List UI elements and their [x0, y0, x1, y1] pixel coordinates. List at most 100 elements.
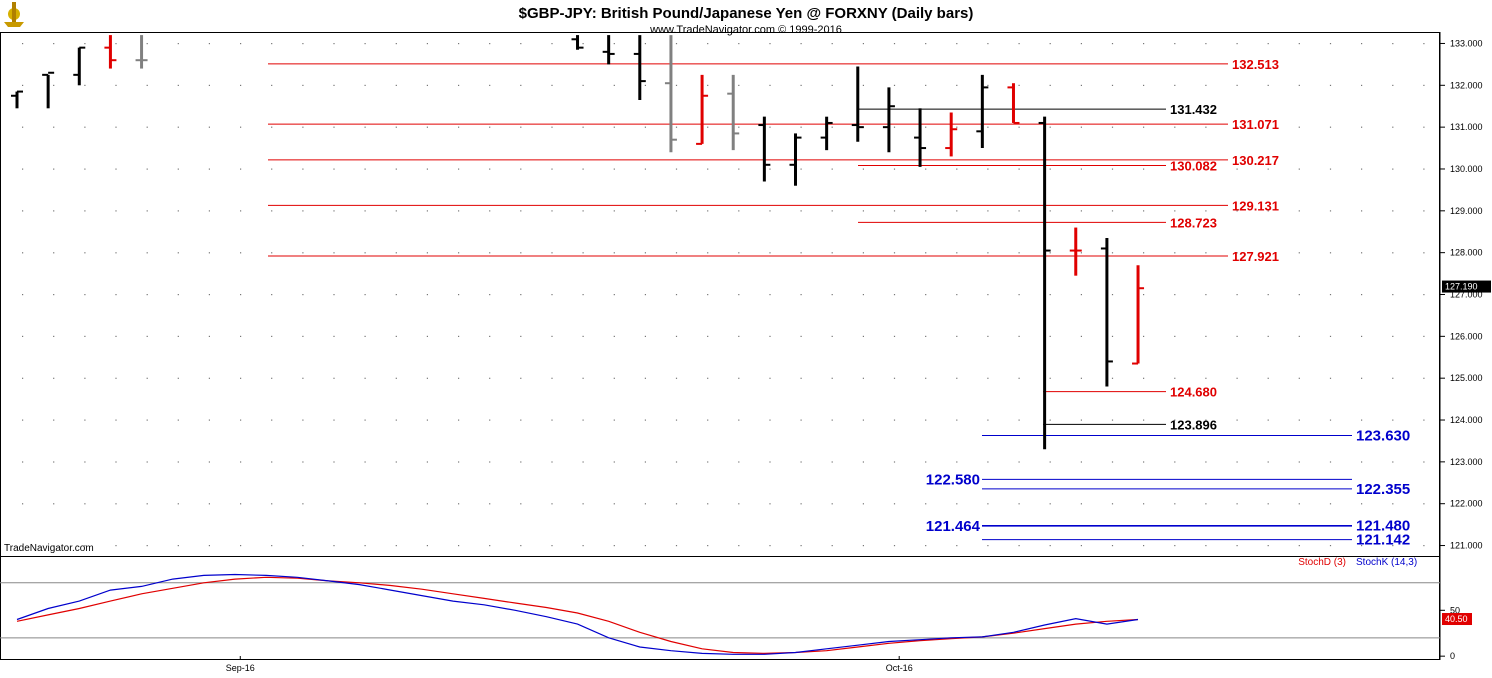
grid-dot [333, 419, 335, 421]
stoch-tick-label: 0 [1450, 651, 1455, 661]
level-label: 129.131 [1232, 198, 1279, 213]
grid-dot [1111, 503, 1114, 505]
grid-dot [1111, 43, 1114, 45]
grid-dot [333, 294, 335, 296]
grid-dot [893, 419, 896, 421]
grid-dot [302, 545, 304, 547]
grid-dot [1236, 503, 1238, 505]
grid-dot [1143, 43, 1145, 45]
grid-dot [738, 335, 740, 337]
grid-dot [1329, 84, 1332, 86]
grid-dot [395, 419, 397, 421]
grid-dot [271, 377, 273, 379]
grid-dot [1236, 43, 1238, 45]
grid-dot [800, 461, 802, 463]
grid-dot [208, 377, 210, 379]
grid-dot [862, 503, 864, 505]
grid-dot [1423, 252, 1425, 254]
grid-dot [208, 43, 210, 45]
grid-dot [489, 503, 491, 505]
grid-dot [115, 335, 117, 337]
date-axis: Sep-16 Oct-16 [226, 656, 913, 673]
grid-dot [1174, 377, 1176, 379]
grid-dot [1080, 503, 1082, 505]
price-tick-label: 126.000 [1450, 331, 1483, 341]
grid-dot [489, 335, 491, 337]
stochd-line [16, 576, 1139, 655]
grid-dot [426, 126, 428, 128]
grid-dot [489, 294, 491, 296]
grid-dot [1298, 252, 1300, 254]
grid-dot [1298, 168, 1300, 170]
grid-dot [115, 126, 117, 128]
grid-dot [146, 545, 148, 547]
grid-dot [1080, 126, 1082, 128]
grid-dot [1018, 210, 1020, 212]
grid-dot [115, 503, 117, 505]
grid-dot [426, 252, 428, 254]
grid-dot [115, 252, 117, 254]
grid-dot [177, 545, 179, 547]
grid-dot [146, 210, 148, 212]
grid-dot [333, 126, 335, 128]
grid-dot [1143, 168, 1145, 170]
grid-dot [1049, 294, 1051, 296]
grid-dot [644, 545, 646, 547]
grid-dot [177, 84, 179, 86]
grid-dot [862, 84, 864, 86]
grid-dot [1267, 545, 1269, 547]
stoch-last-label: 40.50 [1445, 614, 1468, 624]
grid-dot [115, 168, 117, 170]
grid-dot [177, 461, 179, 463]
grid-dot [675, 419, 678, 421]
grid-dot [364, 294, 366, 296]
grid-dot [364, 377, 366, 379]
grid-dot [644, 126, 646, 128]
grid-dot [22, 84, 24, 86]
grid-dot [271, 545, 273, 547]
grid-dot [395, 210, 397, 212]
grid-dot [675, 43, 678, 45]
grid-dot [1205, 461, 1207, 463]
grid-dot [395, 252, 397, 254]
grid-dot [862, 461, 864, 463]
grid-dot [551, 335, 553, 337]
grid-dot [707, 43, 709, 45]
grid-dot [925, 377, 927, 379]
grid-dot [1018, 503, 1020, 505]
grid-dot [426, 503, 428, 505]
grid-dot [893, 335, 896, 337]
grid-dot [1205, 294, 1207, 296]
grid-dot [520, 43, 522, 45]
grid-dot [707, 545, 709, 547]
grid-dot [1174, 461, 1176, 463]
grid-dot [1267, 419, 1269, 421]
grid-dot [831, 294, 833, 296]
grid-dot [177, 168, 179, 170]
grid-dot [426, 294, 428, 296]
grid-dot [22, 126, 24, 128]
grid-dot [146, 252, 148, 254]
price-tick-label: 130.000 [1450, 164, 1483, 174]
grid-dot [1329, 294, 1332, 296]
grid-dot [893, 545, 896, 547]
grid-dot [1174, 503, 1176, 505]
grid-dot [644, 294, 646, 296]
grid-dot [707, 335, 709, 337]
grid-dot [1143, 252, 1145, 254]
grid-dot [426, 545, 428, 547]
grid-dot [520, 377, 522, 379]
grid-dot [22, 43, 24, 45]
grid-dot [987, 335, 989, 337]
grid-dot [956, 84, 958, 86]
grid-dot [1080, 210, 1082, 212]
grid-dot [925, 43, 927, 45]
grid-dot [302, 461, 304, 463]
price-tick-label: 127.000 [1450, 290, 1483, 300]
grid-dot [925, 419, 927, 421]
grid-dot [84, 126, 86, 128]
grid-dot [22, 503, 24, 505]
grid-dot [769, 84, 771, 86]
grid-dot [1174, 84, 1176, 86]
grid-dot [956, 461, 958, 463]
